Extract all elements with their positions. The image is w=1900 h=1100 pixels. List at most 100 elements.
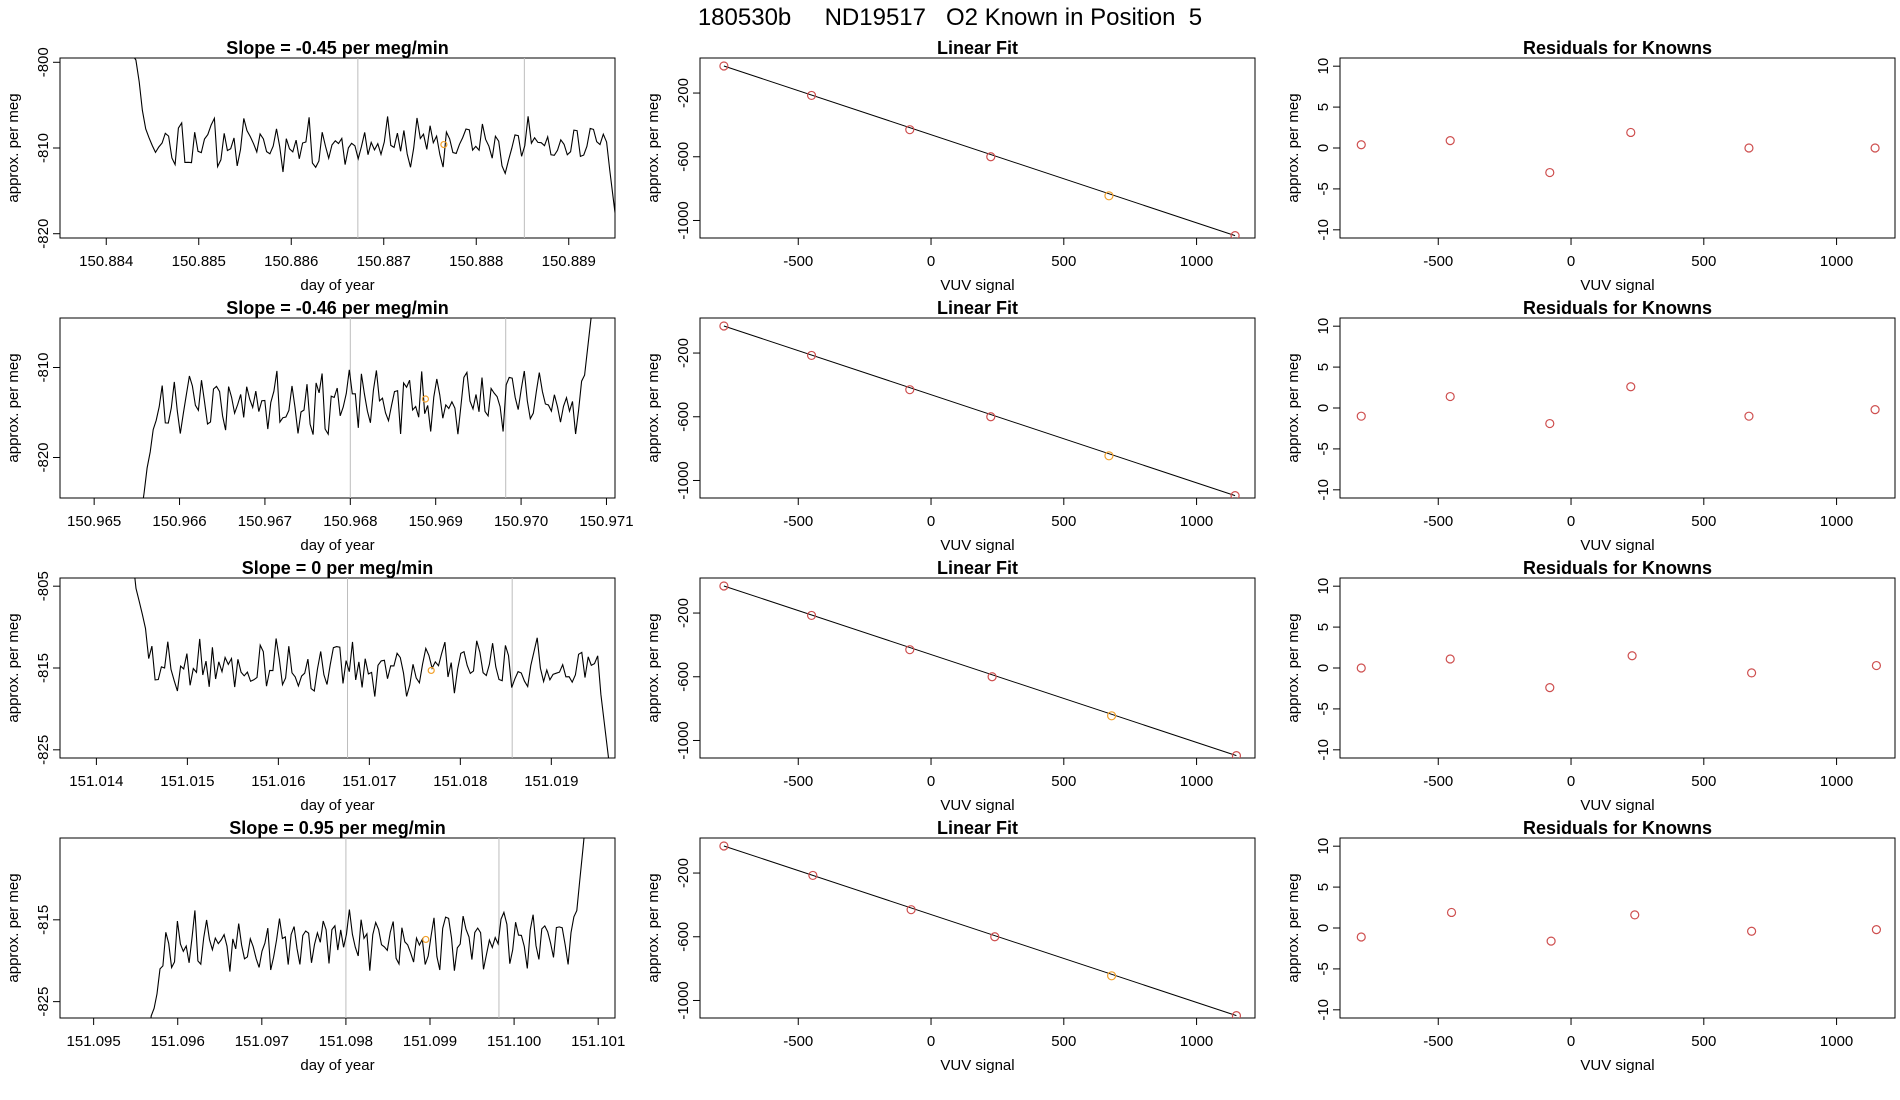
data-point xyxy=(1356,663,1366,673)
plot-area xyxy=(719,61,1240,238)
data-point xyxy=(719,581,729,591)
y-tick-label: -5 xyxy=(1315,182,1332,195)
y-tick-label: -200 xyxy=(675,78,692,108)
data-point xyxy=(1545,683,1555,693)
y-tick-label: -1000 xyxy=(675,721,692,759)
y-tick-label: -200 xyxy=(675,598,692,628)
series-line xyxy=(134,578,610,758)
x-tick-label: 1000 xyxy=(1820,773,1853,790)
x-tick-label: 150.888 xyxy=(449,253,503,270)
plot-title: Slope = -0.46 per meg/min xyxy=(226,298,449,318)
y-axis-label: approx. per meg xyxy=(645,873,662,982)
data-point xyxy=(990,932,1000,942)
data-point xyxy=(1870,143,1880,153)
x-tick-label: 500 xyxy=(1691,253,1716,270)
plot-area xyxy=(133,58,615,238)
x-tick-label: 500 xyxy=(1051,513,1076,530)
y-axis-label: approx. per meg xyxy=(1285,93,1302,202)
x-tick-label: 1000 xyxy=(1180,773,1213,790)
x-tick-label: 151.099 xyxy=(403,1033,457,1050)
y-tick-label: -10 xyxy=(1315,219,1332,241)
series-line xyxy=(133,58,615,218)
data-point xyxy=(1445,391,1455,402)
y-axis-label: approx. per meg xyxy=(645,353,662,462)
data-point xyxy=(1747,926,1757,936)
x-tick-label: 1000 xyxy=(1820,253,1853,270)
highlight-point xyxy=(427,666,435,675)
x-tick-label: 151.097 xyxy=(235,1033,289,1050)
plot-area xyxy=(719,581,1242,758)
y-axis-label: approx. per meg xyxy=(1285,353,1302,462)
y-tick-label: -5 xyxy=(1315,702,1332,715)
data-point xyxy=(1870,405,1880,415)
y-tick-label: -825 xyxy=(35,987,52,1017)
x-tick-label: 0 xyxy=(1567,773,1575,790)
data-point xyxy=(1231,751,1242,758)
y-tick-label: -600 xyxy=(675,142,692,172)
y-axis-label: approx. per meg xyxy=(5,873,22,982)
x-tick-label: 1000 xyxy=(1180,1033,1213,1050)
plot-title: Linear Fit xyxy=(937,298,1018,318)
data-point xyxy=(1445,654,1455,664)
plot-frame xyxy=(59,57,616,239)
plot-frame xyxy=(1339,577,1896,759)
x-tick-label: -500 xyxy=(783,1033,813,1050)
data-point xyxy=(1546,936,1556,946)
x-tick-label: 500 xyxy=(1051,1033,1076,1050)
y-tick-label: 0 xyxy=(1315,404,1332,412)
x-tick-label: 1000 xyxy=(1820,513,1853,530)
x-axis-label: VUV signal xyxy=(1580,537,1654,554)
y-tick-label: -10 xyxy=(1315,739,1332,761)
y-tick-label: 10 xyxy=(1315,578,1332,595)
x-axis-label: VUV signal xyxy=(1580,277,1654,294)
x-tick-label: 150.970 xyxy=(494,513,548,530)
data-point xyxy=(1356,411,1366,421)
plot-frame xyxy=(699,57,1256,239)
x-axis-label: VUV signal xyxy=(940,277,1014,294)
data-point xyxy=(905,645,915,655)
series-line xyxy=(142,318,592,498)
x-tick-label: -500 xyxy=(1423,1033,1453,1050)
y-tick-label: -805 xyxy=(35,571,52,601)
x-tick-label: 151.017 xyxy=(342,773,396,790)
data-point xyxy=(987,672,997,682)
data-point xyxy=(808,870,818,881)
x-tick-label: -500 xyxy=(1423,773,1453,790)
panel-time-series-row-1: Slope = -0.45 per meg/min day of year appr… xyxy=(5,38,616,294)
series-line xyxy=(150,838,585,1018)
x-tick-label: 500 xyxy=(1691,1033,1716,1050)
plot-title: Slope = -0.45 per meg/min xyxy=(226,38,449,58)
y-axis-label: approx. per meg xyxy=(645,93,662,202)
data-point xyxy=(906,905,916,915)
highlight-point xyxy=(422,935,430,944)
x-axis-label: VUV signal xyxy=(1580,1057,1654,1074)
y-tick-label: 5 xyxy=(1315,103,1332,111)
panel-residuals-row-2: Residuals for Knowns VUV signal approx. pe… xyxy=(1285,298,1896,554)
plot-title: Linear Fit xyxy=(937,558,1018,578)
fit-line xyxy=(723,845,1237,1017)
x-axis-label: day of year xyxy=(300,277,374,294)
x-tick-label: 150.971 xyxy=(579,513,633,530)
data-point xyxy=(1231,1011,1242,1018)
data-point xyxy=(1545,167,1555,178)
x-tick-label: 0 xyxy=(927,253,935,270)
y-axis-label: approx. per meg xyxy=(1285,613,1302,722)
y-tick-label: -600 xyxy=(675,922,692,952)
data-point xyxy=(1626,382,1636,392)
y-tick-label: 0 xyxy=(1315,924,1332,932)
x-tick-label: 500 xyxy=(1691,773,1716,790)
y-tick-label: 5 xyxy=(1315,623,1332,631)
highlight-point xyxy=(421,395,430,403)
x-tick-label: 0 xyxy=(927,513,935,530)
y-axis-label: approx. per meg xyxy=(5,353,22,462)
y-tick-label: -1000 xyxy=(675,981,692,1019)
x-tick-label: 151.095 xyxy=(67,1033,121,1050)
y-axis-label: approx. per meg xyxy=(1285,873,1302,982)
data-point xyxy=(1446,907,1457,918)
plot-area xyxy=(150,838,585,1018)
x-axis-label: day of year xyxy=(300,797,374,814)
plot-frame xyxy=(1339,57,1896,239)
x-axis-label: day of year xyxy=(300,537,374,554)
x-tick-label: 500 xyxy=(1691,513,1716,530)
plot-area xyxy=(1356,651,1882,693)
